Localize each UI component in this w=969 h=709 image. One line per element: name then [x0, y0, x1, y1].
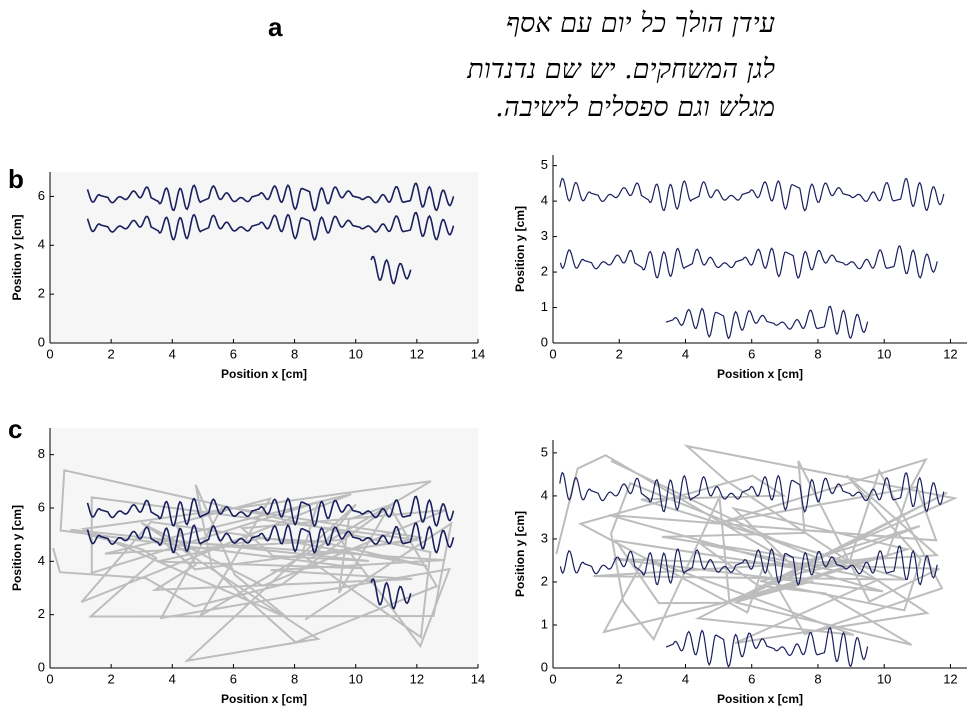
x-tick-label: 12: [410, 346, 424, 361]
x-axis-label: Position x [cm]: [717, 692, 803, 706]
y-axis-label: Position y [cm]: [513, 206, 527, 292]
x-tick-label: 6: [748, 671, 755, 686]
x-tick-label: 0: [549, 671, 556, 686]
y-tick-label: 6: [38, 499, 45, 514]
x-tick-label: 4: [169, 346, 176, 361]
y-tick-label: 0: [38, 659, 45, 674]
y-tick-label: 1: [541, 299, 548, 314]
y-tick-label: 8: [38, 446, 45, 461]
x-tick-label: 2: [108, 346, 115, 361]
handwritten-line: עידן הולך כל יום עם אסף: [506, 8, 775, 39]
y-axis-label: Position y [cm]: [10, 505, 24, 591]
y-tick-label: 4: [38, 553, 45, 568]
x-tick-label: 0: [46, 671, 53, 686]
x-tick-label: 8: [814, 346, 821, 361]
x-tick-label: 4: [682, 346, 689, 361]
x-tick-label: 6: [230, 346, 237, 361]
panel-label: c: [8, 414, 22, 444]
handwritten-line: מגלש וגם ספסלים לישיבה.: [495, 92, 775, 123]
x-tick-label: 8: [291, 671, 298, 686]
x-tick-label: 0: [46, 346, 53, 361]
x-tick-label: 10: [877, 346, 891, 361]
x-tick-label: 10: [348, 346, 362, 361]
plot-area: [50, 172, 478, 343]
y-tick-label: 3: [541, 228, 548, 243]
y-tick-label: 6: [38, 188, 45, 203]
y-tick-label: 0: [541, 659, 548, 674]
y-tick-label: 4: [541, 487, 548, 502]
panel-label: a: [268, 12, 283, 42]
x-tick-label: 8: [291, 346, 298, 361]
x-tick-label: 2: [616, 671, 623, 686]
x-tick-label: 12: [943, 346, 957, 361]
x-axis-label: Position x [cm]: [221, 692, 307, 706]
x-tick-label: 8: [814, 671, 821, 686]
y-tick-label: 5: [541, 157, 548, 172]
x-tick-label: 0: [549, 346, 556, 361]
y-tick-label: 0: [38, 334, 45, 349]
y-tick-label: 3: [541, 530, 548, 545]
plot-area: [553, 155, 967, 343]
y-tick-label: 5: [541, 444, 548, 459]
y-axis-label: Position y [cm]: [513, 511, 527, 597]
x-tick-label: 2: [616, 346, 623, 361]
y-tick-label: 4: [541, 193, 548, 208]
y-tick-label: 0: [541, 334, 548, 349]
x-tick-label: 6: [230, 671, 237, 686]
x-tick-label: 2: [108, 671, 115, 686]
y-tick-label: 2: [38, 286, 45, 301]
figure: a b c עידן הולך כל יום עם אסף לגן המשחקי…: [0, 0, 969, 709]
x-axis-label: Position x [cm]: [717, 367, 803, 381]
x-tick-label: 10: [877, 671, 891, 686]
y-tick-label: 2: [38, 606, 45, 621]
x-tick-label: 14: [471, 346, 485, 361]
y-tick-label: 2: [541, 263, 548, 278]
x-tick-label: 6: [748, 346, 755, 361]
y-tick-label: 2: [541, 573, 548, 588]
y-tick-label: 1: [541, 616, 548, 631]
x-tick-label: 12: [943, 671, 957, 686]
x-axis-label: Position x [cm]: [221, 367, 307, 381]
handwritten-line: לגן המשחקים. יש שם נדנדות: [466, 54, 775, 85]
y-axis-label: Position y [cm]: [10, 214, 24, 300]
x-tick-label: 14: [471, 671, 485, 686]
panel-label: b: [8, 164, 24, 194]
x-tick-label: 4: [169, 671, 176, 686]
y-tick-label: 4: [38, 237, 45, 252]
x-tick-label: 12: [410, 671, 424, 686]
x-tick-label: 10: [348, 671, 362, 686]
x-tick-label: 4: [682, 671, 689, 686]
